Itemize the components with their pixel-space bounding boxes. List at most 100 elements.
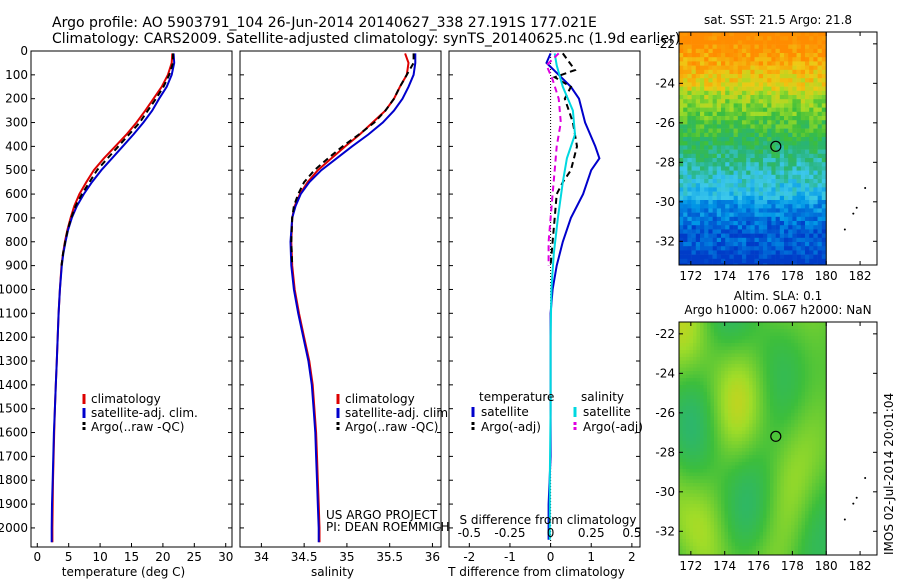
- sst-map-cell: [691, 233, 697, 239]
- sst-map-cell: [691, 120, 697, 125]
- sst-map-cell: [708, 221, 713, 226]
- sla-map-cell: [770, 472, 774, 477]
- sla-map-cell: [714, 406, 718, 410]
- sla-map-cell: [693, 441, 697, 445]
- sst-map-cell: [704, 69, 709, 75]
- sla-map-cell: [777, 322, 781, 326]
- sla-map-cell: [756, 521, 760, 526]
- sst-map-cell: [817, 183, 823, 188]
- sst-map-cell: [809, 212, 814, 218]
- sla-map-cell: [787, 350, 792, 354]
- sla-map-cell: [808, 546, 813, 550]
- sst-map-cell: [771, 44, 776, 50]
- sla-map-cell: [787, 402, 792, 407]
- sla-map-cell: [693, 542, 697, 547]
- sst-map-cell: [687, 233, 692, 239]
- sst-map-cell: [683, 246, 688, 251]
- sst-map-cell: [742, 124, 747, 129]
- sst-map-cell: [742, 250, 747, 255]
- sla-map-cell: [801, 458, 806, 463]
- sla-map-cell: [819, 374, 823, 379]
- sla-map-cell: [682, 514, 687, 519]
- sst-map-cell: [687, 229, 692, 234]
- sst-map-cell: [716, 254, 722, 260]
- sst-map-cell: [700, 170, 705, 176]
- sla-map-cell: [700, 343, 704, 347]
- sla-map-cell: [689, 360, 694, 365]
- sst-map-cell: [742, 111, 747, 117]
- sla-map-cell: [791, 497, 795, 501]
- sst-map-cell: [796, 166, 802, 171]
- sla-map-cell: [787, 490, 792, 494]
- sla-map-cell: [731, 385, 736, 389]
- sst-map-cell: [763, 233, 768, 239]
- sst-map-cell: [691, 229, 697, 234]
- difference-legend-label: Argo(-adj): [481, 420, 541, 434]
- sla-map-cell: [819, 392, 823, 396]
- sst-map-cell: [725, 99, 730, 104]
- sla-map-cell: [780, 367, 785, 372]
- sst-map-cell: [800, 99, 806, 104]
- sst-map-cell: [767, 141, 772, 146]
- sst-map-cell: [708, 153, 713, 159]
- sst-map-cell: [708, 233, 713, 239]
- sla-map-cell: [693, 444, 697, 449]
- sst-map-cell: [788, 229, 793, 234]
- sla-map-cell: [696, 399, 701, 403]
- sst-map-cell: [750, 82, 755, 87]
- sst-map-ytick-label: -22: [655, 37, 675, 51]
- sla-map-cell: [696, 532, 701, 536]
- sla-map-cell: [763, 325, 767, 330]
- sla-map-cell: [759, 444, 764, 449]
- sst-map-cell: [683, 204, 688, 209]
- sla-map-cell: [700, 514, 704, 519]
- sla-map-cell: [735, 500, 739, 505]
- sst-map-cell: [721, 107, 726, 113]
- sst-map-cell: [775, 183, 781, 188]
- sla-map-cell: [731, 402, 736, 407]
- sst-map-island-dot: [852, 212, 855, 215]
- sst-map-cell: [767, 229, 772, 234]
- sst-map-cell: [792, 204, 797, 209]
- sla-map-cell: [700, 476, 704, 480]
- sst-map-cell: [712, 225, 718, 230]
- sla-map-cell: [787, 444, 792, 449]
- sst-map-cell: [821, 48, 827, 54]
- sst-map-cell: [813, 82, 818, 87]
- sla-map-cell: [724, 353, 729, 358]
- sst-map-cell: [733, 78, 739, 83]
- sst-map-cell: [800, 229, 806, 234]
- sst-map-cell: [813, 145, 818, 150]
- sst-map-cell: [788, 44, 793, 50]
- sst-map-cell: [800, 111, 806, 117]
- sla-map-cell: [696, 423, 701, 428]
- sst-map-cell: [733, 116, 739, 121]
- sst-map-cell: [809, 246, 814, 251]
- sst-map-cell: [733, 258, 739, 264]
- sst-map-cell: [805, 233, 810, 239]
- sla-map-cell: [773, 374, 778, 379]
- sla-map-cell: [794, 500, 799, 505]
- sst-map-cell: [716, 170, 722, 176]
- sla-map-cell: [707, 472, 711, 477]
- sla-map-cell: [724, 542, 729, 547]
- sst-map-cell: [784, 53, 789, 58]
- sla-map-cell: [742, 444, 746, 449]
- sst-map-cell: [679, 174, 684, 180]
- sla-map-cell: [714, 353, 718, 358]
- sla-map-cell: [717, 399, 722, 403]
- sst-map-cell: [691, 61, 697, 66]
- sla-map-cell: [791, 553, 795, 556]
- sla-map-cell: [696, 525, 701, 529]
- sst-map-cell: [775, 69, 781, 75]
- sla-map-cell: [689, 325, 694, 330]
- sla-map-cell: [808, 381, 813, 386]
- sst-map-cell: [754, 204, 760, 209]
- sla-map-cell: [801, 553, 806, 556]
- sla-map-cell: [787, 325, 792, 330]
- sla-map-cell: [735, 381, 739, 386]
- sst-map-cell: [737, 90, 743, 96]
- sst-map-cell: [687, 132, 692, 138]
- sla-map-cell: [766, 336, 771, 340]
- sla-map-cell: [794, 476, 799, 480]
